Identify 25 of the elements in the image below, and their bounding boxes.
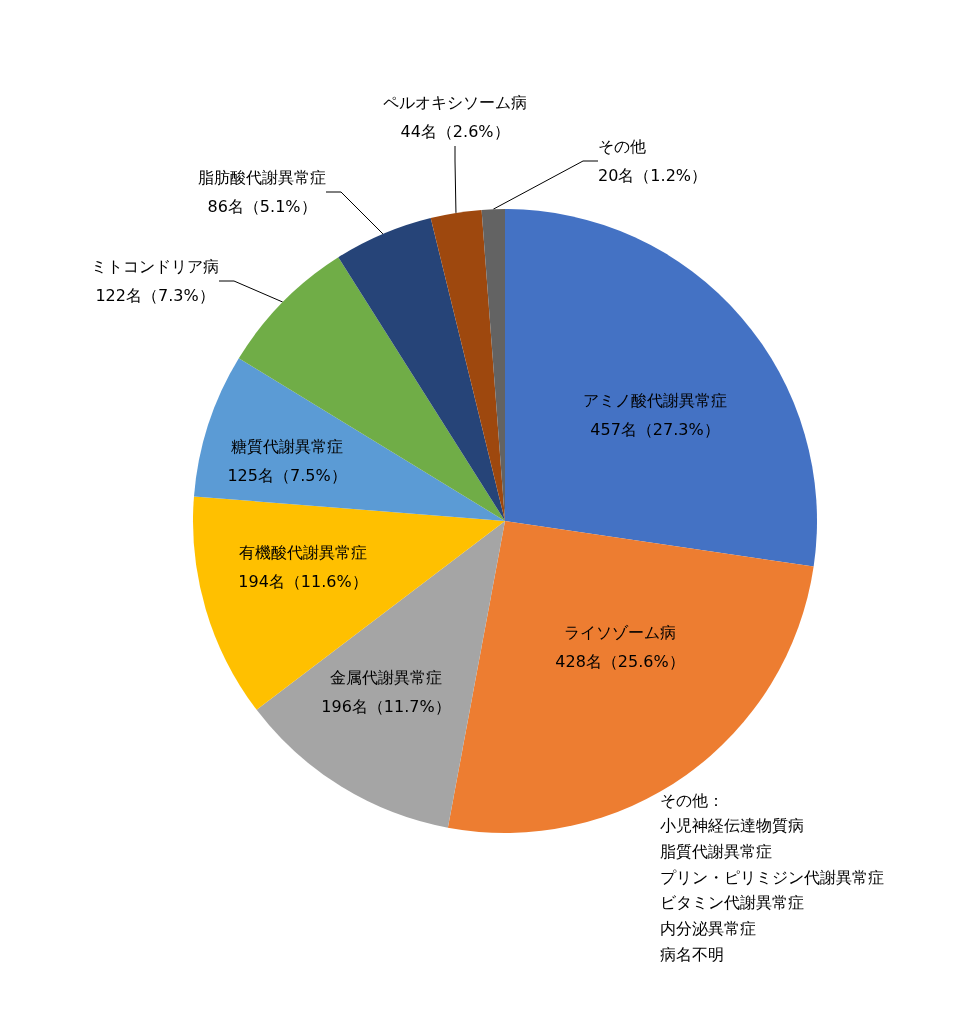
data-label: 122名（7.3%） bbox=[95, 286, 215, 305]
data-label: 196名（11.7%） bbox=[321, 697, 451, 716]
slice-label: 金属代謝異常症 bbox=[330, 668, 442, 687]
slice-label: ペルオキシソーム病 bbox=[383, 93, 527, 112]
text: 脂質代謝異常症 bbox=[660, 841, 772, 861]
data-label: 125名（7.5%） bbox=[227, 466, 347, 485]
slice-label: 脂肪酸代謝異常症 bbox=[198, 168, 326, 187]
data-label: 20名（1.2%） bbox=[598, 166, 708, 185]
data-label: 194名（11.6%） bbox=[238, 572, 368, 591]
text: 小児神経伝達物質病 bbox=[660, 816, 804, 836]
data-label: 86名（5.1%） bbox=[207, 197, 317, 216]
slice-label: 有機酸代謝異常症 bbox=[239, 543, 367, 562]
slice-label: その他 bbox=[598, 137, 646, 156]
data-label: 428名（25.6%） bbox=[555, 652, 685, 671]
slice-label: アミノ酸代謝異常症 bbox=[583, 391, 727, 410]
slice-label: ミトコンドリア病 bbox=[91, 257, 219, 276]
data-label: 44名（2.6%） bbox=[400, 122, 510, 141]
data-label: 457名（27.3%） bbox=[590, 420, 720, 439]
text: 内分泌異常症 bbox=[660, 919, 756, 938]
slice-label: ライソゾーム病 bbox=[564, 623, 676, 642]
text: その他： bbox=[660, 790, 724, 810]
text: 病名不明 bbox=[660, 944, 724, 964]
text: プリン・ピリミジン代謝異常症 bbox=[660, 867, 884, 887]
slice-label: 糖質代謝異常症 bbox=[231, 437, 343, 456]
text: ビタミン代謝異常症 bbox=[660, 893, 804, 913]
